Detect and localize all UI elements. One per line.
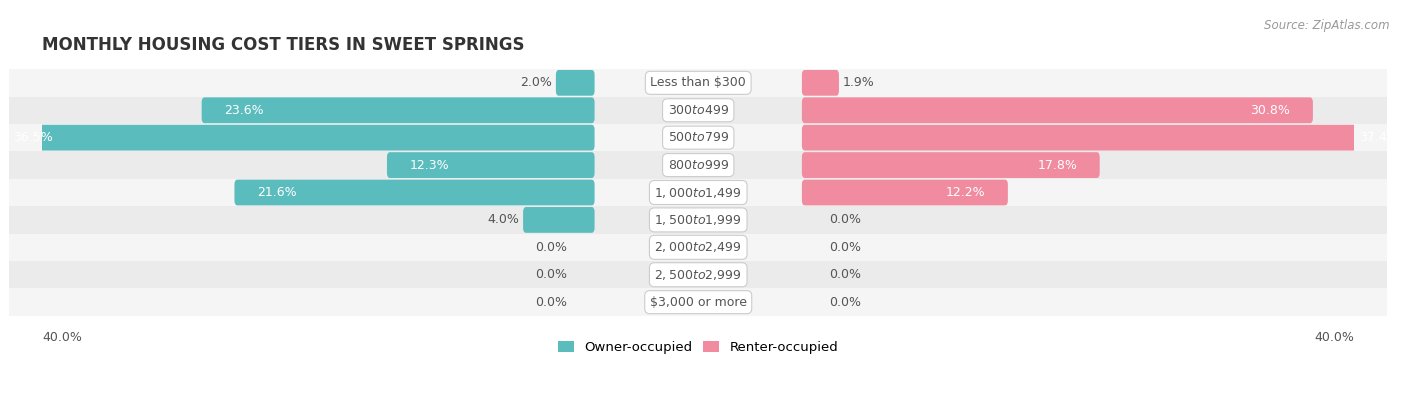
Text: 0.0%: 0.0% [536, 268, 567, 281]
FancyBboxPatch shape [10, 179, 1388, 206]
FancyBboxPatch shape [555, 70, 595, 96]
Text: 40.0%: 40.0% [42, 331, 82, 344]
FancyBboxPatch shape [10, 69, 1388, 97]
Text: $500 to $799: $500 to $799 [668, 131, 728, 144]
Text: 12.2%: 12.2% [946, 186, 986, 199]
Text: 0.0%: 0.0% [830, 241, 862, 254]
Text: 4.0%: 4.0% [488, 213, 519, 227]
FancyBboxPatch shape [10, 261, 1388, 288]
FancyBboxPatch shape [10, 234, 1388, 261]
FancyBboxPatch shape [10, 288, 1388, 316]
Text: $800 to $999: $800 to $999 [668, 159, 728, 171]
FancyBboxPatch shape [235, 180, 595, 205]
FancyBboxPatch shape [10, 124, 1388, 151]
FancyBboxPatch shape [10, 97, 1388, 124]
Text: 23.6%: 23.6% [225, 104, 264, 117]
Text: Less than $300: Less than $300 [651, 76, 747, 89]
FancyBboxPatch shape [523, 207, 595, 233]
Text: $1,000 to $1,499: $1,000 to $1,499 [654, 186, 742, 200]
FancyBboxPatch shape [801, 70, 839, 96]
Text: 12.3%: 12.3% [409, 159, 450, 171]
Text: 1.9%: 1.9% [842, 76, 875, 89]
Text: 21.6%: 21.6% [257, 186, 297, 199]
Legend: Owner-occupied, Renter-occupied: Owner-occupied, Renter-occupied [558, 341, 838, 354]
Text: 40.0%: 40.0% [1315, 331, 1354, 344]
Text: 2.0%: 2.0% [520, 76, 553, 89]
Text: 0.0%: 0.0% [536, 295, 567, 309]
FancyBboxPatch shape [801, 98, 1313, 123]
Text: $1,500 to $1,999: $1,500 to $1,999 [654, 213, 742, 227]
Text: 36.5%: 36.5% [13, 131, 52, 144]
FancyBboxPatch shape [801, 152, 1099, 178]
Text: 17.8%: 17.8% [1038, 159, 1077, 171]
Text: 37.4%: 37.4% [1358, 131, 1399, 144]
Text: $3,000 or more: $3,000 or more [650, 295, 747, 309]
FancyBboxPatch shape [10, 206, 1388, 234]
Text: 0.0%: 0.0% [830, 213, 862, 227]
Text: 0.0%: 0.0% [536, 241, 567, 254]
Text: 0.0%: 0.0% [830, 268, 862, 281]
Text: $2,000 to $2,499: $2,000 to $2,499 [654, 240, 742, 254]
FancyBboxPatch shape [801, 180, 1008, 205]
FancyBboxPatch shape [201, 98, 595, 123]
FancyBboxPatch shape [0, 125, 595, 151]
Text: 0.0%: 0.0% [830, 295, 862, 309]
Text: Source: ZipAtlas.com: Source: ZipAtlas.com [1264, 19, 1389, 32]
Text: MONTHLY HOUSING COST TIERS IN SWEET SPRINGS: MONTHLY HOUSING COST TIERS IN SWEET SPRI… [42, 36, 524, 54]
FancyBboxPatch shape [801, 125, 1406, 151]
Text: $2,500 to $2,999: $2,500 to $2,999 [654, 268, 742, 282]
FancyBboxPatch shape [10, 151, 1388, 179]
FancyBboxPatch shape [387, 152, 595, 178]
Text: $300 to $499: $300 to $499 [668, 104, 728, 117]
Text: 30.8%: 30.8% [1250, 104, 1291, 117]
